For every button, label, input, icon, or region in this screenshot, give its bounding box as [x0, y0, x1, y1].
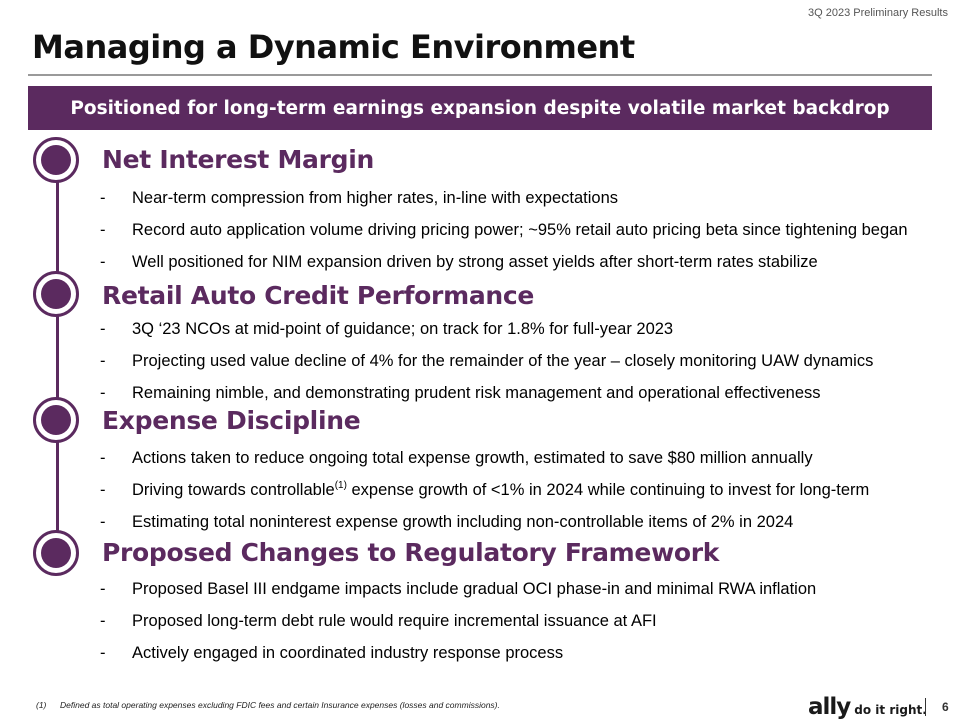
bullet-text: Estimating total noninterest expense gro…: [132, 513, 794, 531]
bullet-text: 3Q ‘23 NCOs at mid-point of guidance; on…: [132, 320, 674, 338]
banner-text: Positioned for long-term earnings expans…: [70, 97, 890, 119]
footnote-number: (1): [36, 700, 47, 710]
timeline-node-3: [33, 397, 79, 443]
bullet-text: Driving towards controllable(1) expense …: [132, 480, 870, 500]
ally-logo: ally do it right.: [808, 694, 927, 720]
page-title: Managing a Dynamic Environment: [32, 28, 635, 66]
title-divider: [28, 74, 932, 76]
timeline-node-1: [33, 137, 79, 183]
report-label: 3Q 2023 Preliminary Results: [807, 7, 948, 19]
section-title-regulatory-framework: Proposed Changes to Regulatory Framework: [102, 538, 720, 567]
bullet-text: Actions taken to reduce ongoing total ex…: [132, 449, 813, 467]
page-number: 6: [942, 700, 949, 714]
bullet-dash: -: [100, 449, 106, 467]
bullet-text-part: expense growth of <1% in 2024 while cont…: [346, 481, 870, 499]
section-title-net-interest-margin: Net Interest Margin: [102, 145, 374, 174]
bullet-dash: -: [100, 320, 106, 338]
bullet-text: Well positioned for NIM expansion driven…: [132, 253, 818, 271]
bullet-dash: -: [100, 189, 106, 207]
banner: Positioned for long-term earnings expans…: [28, 86, 932, 130]
bullet-dash: -: [100, 253, 106, 271]
timeline-node-2: [33, 271, 79, 317]
section-title-expense-discipline: Expense Discipline: [102, 406, 361, 435]
timeline-node-4: [33, 530, 79, 576]
footnote: (1) Defined as total operating expenses e…: [36, 700, 500, 710]
bullet-dash: -: [100, 384, 106, 402]
bullet-text: Remaining nimble, and demonstrating prud…: [132, 384, 821, 402]
bullet-dash: -: [100, 612, 106, 630]
bullet-text: Projecting used value decline of 4% for …: [132, 352, 874, 370]
bullet-text: Proposed Basel III endgame impacts inclu…: [132, 580, 817, 598]
bullet-dash: -: [100, 481, 106, 499]
bullet-dash: -: [100, 221, 106, 239]
bullet-text: Near-term compression from higher rates,…: [132, 189, 619, 207]
bullet-dash: -: [100, 352, 106, 370]
bullet-text: Record auto application volume driving p…: [132, 221, 908, 239]
logo-divider: [925, 698, 926, 716]
logo-wordmark: ally: [808, 694, 851, 720]
bullet-text: Proposed long-term debt rule would requi…: [132, 612, 657, 630]
bullet-dash: -: [100, 644, 106, 662]
bullet-dash: -: [100, 513, 106, 531]
bullet-dash: -: [100, 580, 106, 598]
logo-tagline: do it right.: [854, 703, 927, 717]
timeline-line: [56, 158, 59, 554]
footnote-text: Defined as total operating expenses excl…: [60, 700, 500, 710]
bullet-text: Actively engaged in coordinated industry…: [132, 644, 564, 662]
footnote-ref: (1): [334, 480, 347, 491]
section-title-retail-auto-credit: Retail Auto Credit Performance: [102, 281, 535, 310]
bullet-text-part: Driving towards controllable: [132, 481, 335, 499]
